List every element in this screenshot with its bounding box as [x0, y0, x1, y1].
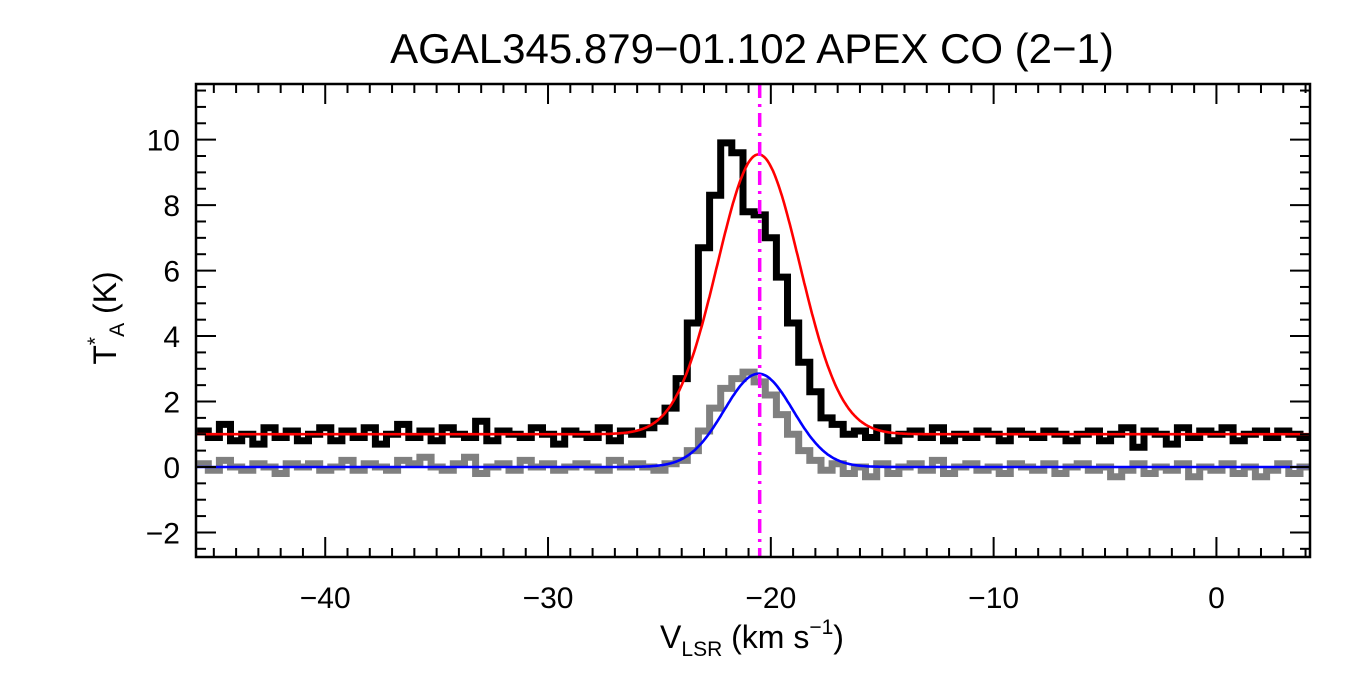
- fit-curve-blue: [196, 372, 1310, 469]
- y-tick-label: 8: [163, 190, 180, 223]
- y-tick-label: 4: [163, 321, 180, 354]
- plot-frame: [194, 82, 1312, 559]
- x-tick-label: −30: [523, 582, 574, 615]
- x-axis-label: VLSR (km s−1): [660, 616, 844, 661]
- y-tick-label: −2: [146, 517, 180, 550]
- y-tick-label: 0: [163, 452, 180, 485]
- plot-area: [196, 84, 1310, 557]
- y-tick-label: 10: [147, 125, 180, 158]
- x-tick-label: 0: [1208, 582, 1225, 615]
- y-tick-label: 2: [163, 387, 180, 420]
- x-tick-label: −20: [745, 582, 796, 615]
- y-axis-label: T*A (K): [84, 271, 129, 364]
- fit-curve-red: [196, 153, 1310, 436]
- x-tick-label: −40: [300, 582, 351, 615]
- observed-spectrum-line: [197, 139, 1310, 451]
- chart-title: AGAL345.879−01.102 APEX CO (2−1): [390, 25, 1114, 72]
- y-tick-label: 6: [163, 256, 180, 289]
- x-tick-label: −10: [968, 582, 1019, 615]
